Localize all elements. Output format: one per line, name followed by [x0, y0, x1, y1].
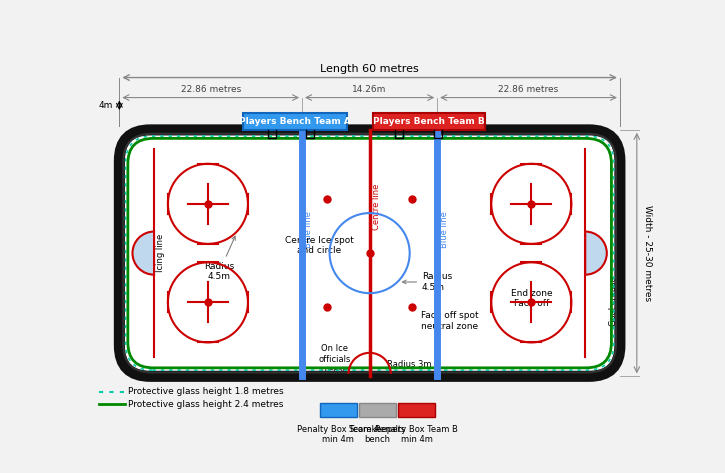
FancyBboxPatch shape — [359, 403, 396, 417]
Wedge shape — [133, 232, 154, 275]
Text: Players Bench Team A: Players Bench Team A — [239, 117, 350, 126]
Text: 5.5m: 5.5m — [366, 406, 389, 415]
Text: 14.26m: 14.26m — [352, 86, 387, 95]
Text: Centre line: Centre line — [372, 184, 381, 230]
Text: Centre Ice spot
and circle: Centre Ice spot and circle — [285, 236, 354, 255]
Text: Penalty Box Team B
min 4m: Penalty Box Team B min 4m — [375, 425, 458, 444]
FancyBboxPatch shape — [320, 403, 357, 417]
Text: Blue line: Blue line — [439, 211, 449, 248]
FancyBboxPatch shape — [398, 403, 435, 417]
Text: Scorekeepers
bench: Scorekeepers bench — [349, 425, 406, 444]
Text: Face off spot
neutral zone: Face off spot neutral zone — [421, 311, 478, 331]
FancyBboxPatch shape — [120, 130, 620, 377]
Text: On Ice
officials
crease: On Ice officials crease — [319, 344, 351, 374]
Text: End zone
Face off: End zone Face off — [510, 289, 552, 308]
Text: Length 60 metres: Length 60 metres — [320, 64, 419, 74]
Text: Goal crease: Goal crease — [609, 276, 618, 326]
Text: Width - 25-30 metres: Width - 25-30 metres — [643, 205, 652, 301]
Text: Icing line: Icing line — [157, 234, 165, 272]
Text: 4m: 4m — [99, 101, 113, 110]
Text: Penalty Box Team A
min 4m: Penalty Box Team A min 4m — [297, 425, 379, 444]
Text: Radius
4.5m: Radius 4.5m — [204, 236, 236, 281]
FancyBboxPatch shape — [243, 113, 347, 130]
Text: 22.86 metres: 22.86 metres — [498, 86, 559, 95]
Text: 22.86 metres: 22.86 metres — [181, 86, 241, 95]
Wedge shape — [585, 232, 607, 275]
Text: Blue line: Blue line — [304, 211, 313, 248]
Text: Protective glass height 2.4 metres: Protective glass height 2.4 metres — [128, 400, 283, 409]
Text: Protective glass height 1.8 metres: Protective glass height 1.8 metres — [128, 387, 283, 396]
FancyBboxPatch shape — [373, 113, 485, 130]
Text: Icing line: Icing line — [587, 234, 597, 272]
Text: Radius 3m: Radius 3m — [387, 360, 432, 369]
Text: Players Bench Team B: Players Bench Team B — [373, 117, 485, 126]
Text: Radius
4.5m: Radius 4.5m — [402, 272, 452, 292]
